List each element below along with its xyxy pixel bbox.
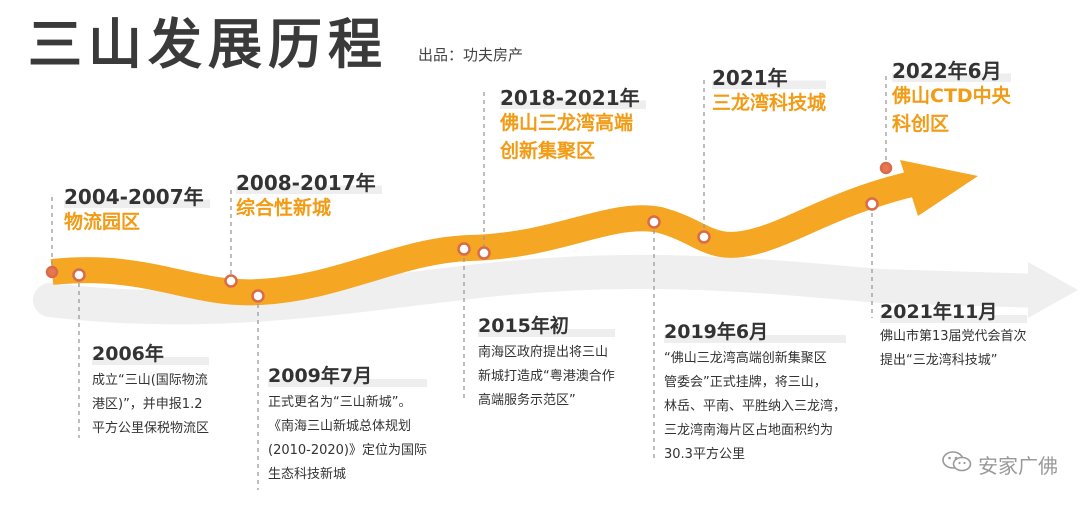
watermark: 安家广佛 — [942, 450, 1058, 479]
timeline-node-2004 — [45, 265, 59, 279]
timeline-node-2015 — [457, 242, 471, 256]
milestone-name: 物流园区 — [64, 211, 141, 233]
timeline-shadow — [33, 254, 1057, 325]
timeline-node-2006 — [72, 268, 86, 282]
milestone-2004: 2004-2007年 物流园区 — [64, 186, 210, 236]
event-date: 2015年初 — [478, 316, 615, 337]
event-description: 南海区政府提出将三山 新城打造成“粤港澳合作 高端服务示范区” — [478, 344, 615, 408]
wechat-icon — [942, 450, 972, 479]
event-description: 佛山市第13届党代会首次 提出“三龙湾科技城” — [880, 328, 1027, 368]
milestone-name: 佛山CTD中央 科创区 — [892, 85, 1011, 135]
timeline-arrowhead — [900, 160, 978, 216]
page-title: 三山发展历程 — [28, 13, 388, 76]
event-2021-11: 2021年11月 佛山市第13届党代会首次 提出“三龙湾科技城” — [880, 302, 1027, 373]
milestone-name: 综合性新城 — [236, 197, 332, 219]
event-date: 2021年11月 — [880, 302, 1027, 323]
event-description: 正式更名为“三山新城”。 《南海三山新城总体规划 (2010-2020)》定位为… — [268, 394, 428, 482]
event-2009: 2009年7月 正式更名为“三山新城”。 《南海三山新城总体规划 (2010-2… — [268, 366, 428, 487]
milestone-2018: 2018-2021年 佛山三龙湾高端 创新集聚区 — [500, 87, 646, 165]
event-2015: 2015年初 南海区政府提出将三山 新城打造成“粤港澳合作 高端服务示范区” — [478, 316, 615, 413]
event-date: 2009年7月 — [268, 366, 428, 387]
event-description: “佛山三龙湾高端创新集聚区 管委会”正式挂牌，将三山， 林岳、平南、平胜纳入三龙… — [664, 350, 847, 462]
milestone-2008: 2008-2017年 综合性新城 — [236, 172, 382, 222]
timeline-node-2009 — [251, 289, 265, 303]
watermark-text: 安家广佛 — [978, 454, 1058, 478]
timeline-node-2008 — [224, 274, 238, 288]
event-date: 2019年6月 — [664, 322, 847, 343]
timeline-shadow-arrowhead — [1028, 262, 1078, 318]
timeline-road — [50, 169, 923, 306]
milestone-year: 2018-2021年 — [500, 87, 646, 109]
milestone-year: 2008-2017年 — [236, 172, 382, 194]
event-2019: 2019年6月 “佛山三龙湾高端创新集聚区 管委会”正式挂牌，将三山， 林岳、平… — [664, 322, 847, 467]
milestone-year: 2004-2007年 — [64, 186, 210, 208]
milestone-2022: 2022年6月 佛山CTD中央 科创区 — [892, 60, 1011, 138]
milestone-year: 2022年6月 — [892, 60, 1011, 82]
timeline-node-2022 — [879, 161, 893, 175]
milestone-year: 2021年 — [712, 67, 827, 89]
milestone-name: 佛山三龙湾高端 创新集聚区 — [500, 112, 634, 162]
event-2006: 2006年 成立“三山(国际物流 港区)”，并申报1.2 平方公里保税物流区 — [92, 344, 210, 441]
timeline-node-2018 — [477, 246, 491, 260]
timeline-node-2021 — [697, 230, 711, 244]
timeline-node-2019 — [647, 215, 661, 229]
event-description: 成立“三山(国际物流 港区)”，并申报1.2 平方公里保税物流区 — [92, 372, 210, 436]
milestone-2021: 2021年 三龙湾科技城 — [712, 67, 827, 117]
event-date: 2006年 — [92, 344, 210, 365]
page-subtitle: 出品：功夫房产 — [418, 46, 524, 64]
timeline-node-2021-11 — [865, 197, 879, 211]
milestone-name: 三龙湾科技城 — [712, 92, 827, 114]
